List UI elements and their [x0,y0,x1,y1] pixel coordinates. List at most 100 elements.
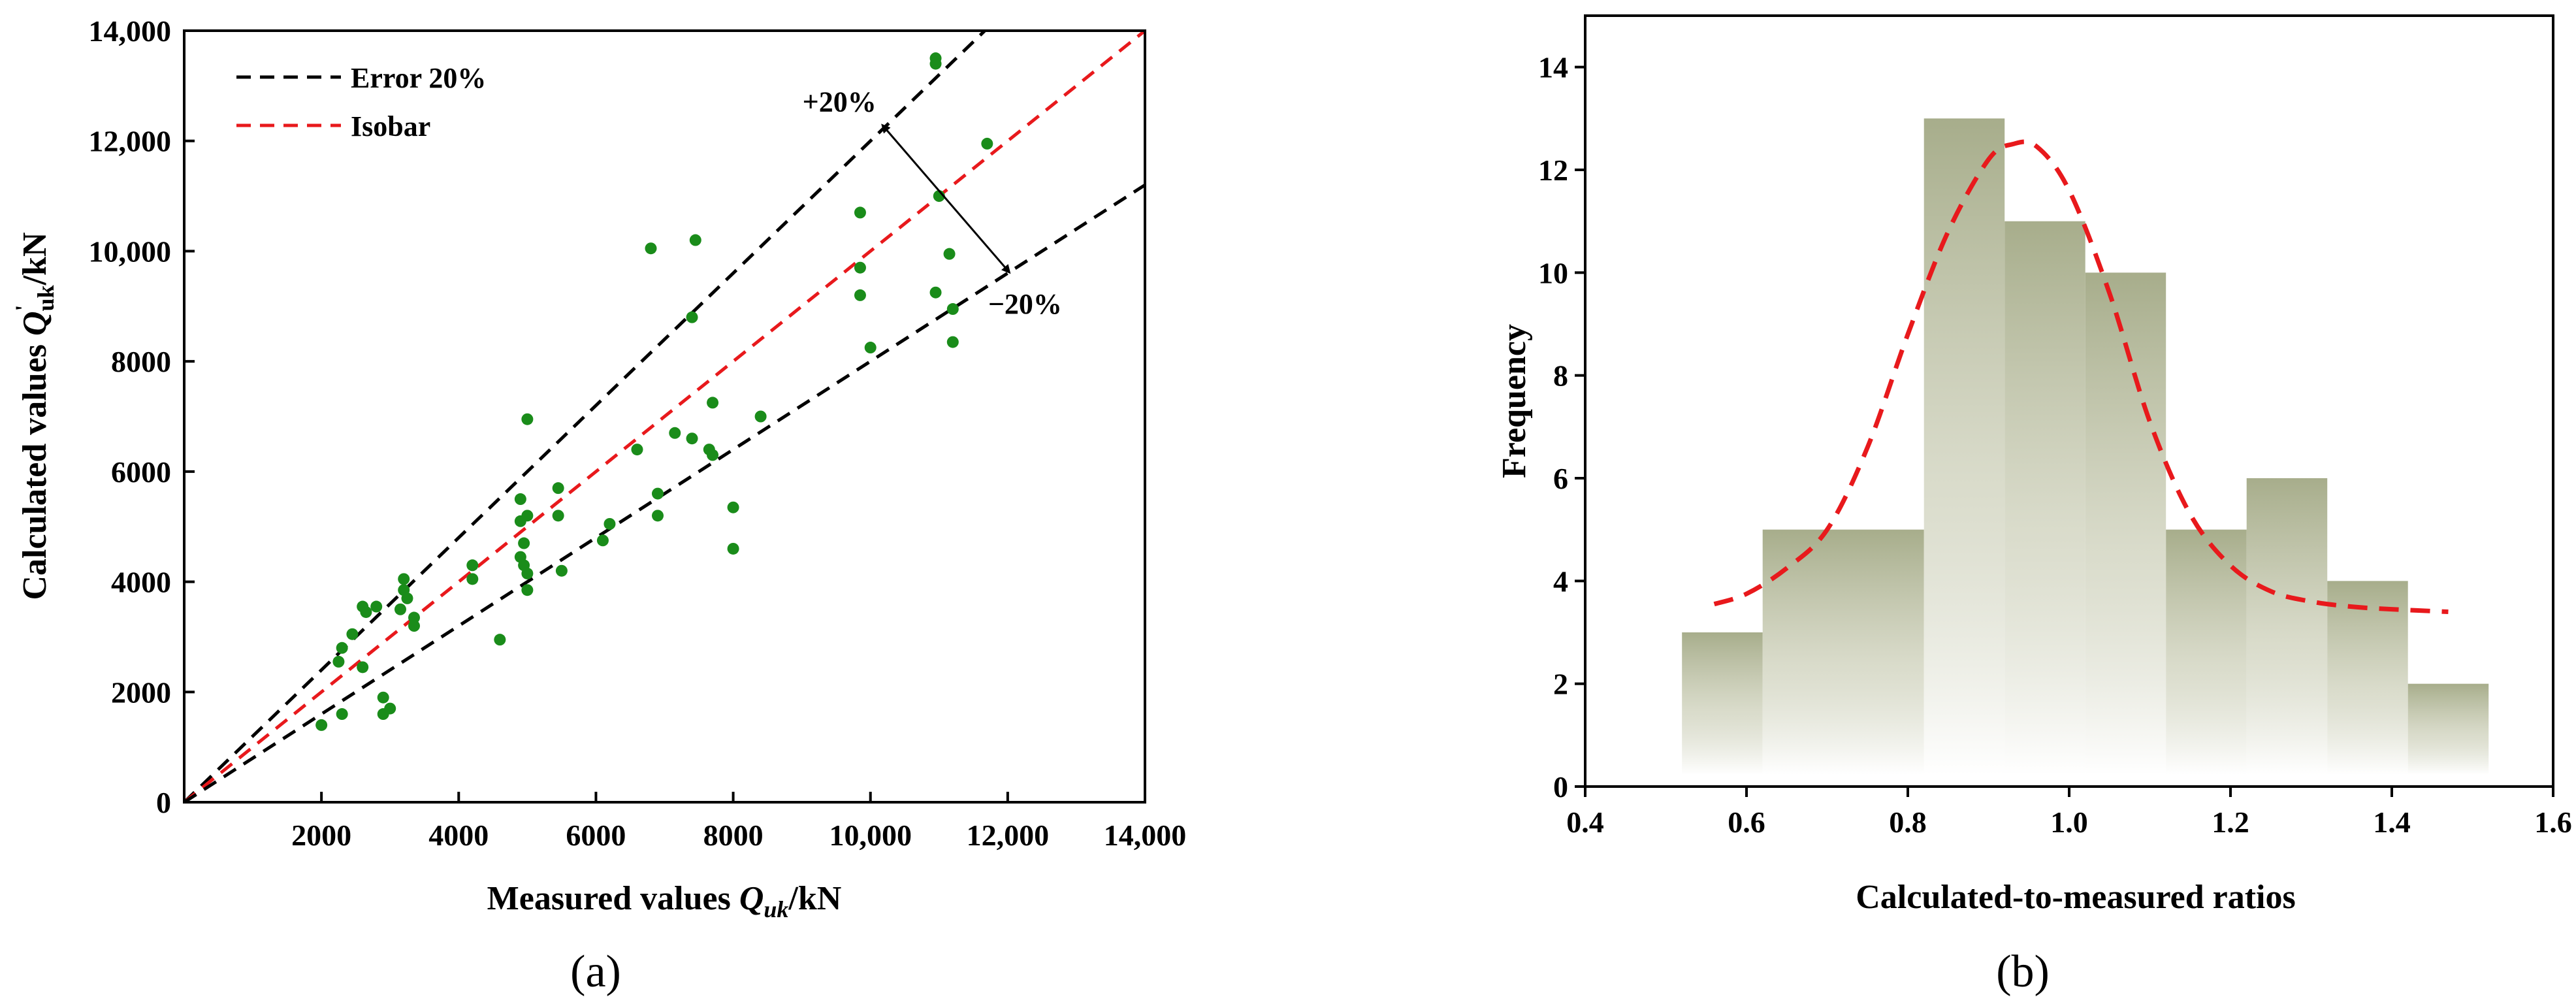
data-point [686,311,698,323]
y-axis-ticks: 0 2000 4000 6000 8000 10,000 12,000 14,000 [89,14,195,819]
legend-label-isobar: Isobar [351,110,430,142]
data-point [651,487,664,500]
line-upper-20 [183,29,986,804]
y-tick-label: 8000 [111,345,171,378]
histogram-bar [1762,529,1924,775]
data-point [555,564,568,577]
data-point [943,248,956,260]
data-point [518,537,530,549]
data-point [707,449,719,461]
data-point [494,634,506,646]
y-tick-label: 12 [1538,154,1568,187]
histogram-bar [2407,683,2489,775]
data-point [521,413,534,425]
annotation-minus-20: −20% [988,288,1062,320]
x-tick-label: 0.4 [1566,805,1604,839]
data-point [854,289,866,301]
y-tick-label: 2000 [111,675,171,709]
y-tick-label: 6000 [111,455,171,489]
line-lower-20 [183,184,1146,804]
panel-label-b: (b) [1996,947,2050,997]
data-point [521,584,534,596]
y-axis-title: Calculated values Q'uk/kN [10,233,59,600]
x-tick-label: 1.2 [2212,805,2249,839]
data-points [315,52,993,731]
histogram-bar [2327,581,2408,775]
data-point [669,427,681,439]
data-point [346,628,359,640]
histogram-bar [2085,272,2166,775]
data-point [398,573,410,585]
y-tick-label: 4 [1553,564,1568,598]
data-point [336,708,348,721]
data-point [754,410,767,423]
data-point [727,501,739,513]
scatter-chart: 2000 4000 6000 8000 10,000 12,000 14,000 0 2000… [10,14,1186,997]
histogram-chart: 0.4 0.6 0.8 1.0 1.2 1.4 1.6 0 2 4 6 8 10 12 14 Calcul… [1496,14,2572,997]
x-tick-label: 0.8 [1889,805,1927,839]
data-point [651,510,664,522]
y-tick-label: 4000 [111,566,171,599]
histogram-bar [1682,632,1763,775]
reference-lines [183,29,1146,804]
data-point [929,286,942,299]
data-point [854,206,866,219]
x-tick-label: 1.4 [2373,805,2411,839]
plot-frame [183,29,1146,804]
data-point [408,620,420,632]
x-axis-ticks: 2000 4000 6000 8000 10,000 12,000 14,000 [291,792,1186,852]
data-point [707,397,719,409]
y-tick-label: 0 [156,786,171,819]
data-point [394,603,406,615]
data-point [689,234,701,246]
data-point [727,542,739,555]
data-point [466,559,479,572]
x-tick-label: 10,000 [829,819,912,852]
x-tick-label: 1.0 [2050,805,2088,839]
data-point [981,137,993,150]
data-point [864,342,877,354]
data-point [360,606,372,618]
data-point [596,534,609,547]
data-point [377,691,389,704]
y-tick-label: 0 [1553,770,1568,804]
y-tick-label: 12,000 [89,125,172,158]
x-tick-label: 6000 [566,819,626,852]
data-point [521,567,534,579]
x-tick-label: 4000 [428,819,489,852]
y-tick-label: 2 [1553,668,1568,701]
data-point [357,661,369,674]
x-tick-label: 1.6 [2534,805,2572,839]
data-point [332,655,345,668]
data-point [604,517,616,530]
data-point [645,242,657,255]
data-point [929,57,942,70]
histogram-bars [1682,118,2489,775]
data-point [854,261,866,274]
data-point [521,510,534,522]
histogram-bar [2246,478,2328,775]
annotation-plus-20: +20% [803,86,877,118]
data-point [466,573,479,585]
x-tick-label: 2000 [291,819,351,852]
y-tick-label: 6 [1553,462,1568,495]
double-arrow [881,123,1011,274]
x-axis-title: Calculated-to-measured ratios [1856,879,2296,916]
data-point [315,719,328,731]
y-tick-label: 10 [1538,256,1568,289]
legend-label-error: Error 20% [351,62,486,94]
data-point [631,444,643,456]
x-axis-title: Measured values Quk/kN [487,880,842,922]
y-axis-ticks: 0 2 4 6 8 10 12 14 [1538,51,1585,804]
y-tick-label: 14 [1538,51,1568,84]
line-isobar [183,29,1146,804]
y-tick-label: 14,000 [89,14,172,48]
data-point [514,493,526,506]
data-point [946,336,959,348]
data-point [552,510,564,522]
histogram-bar [1924,118,2005,775]
histogram-bar [2004,221,2085,775]
data-point [401,592,413,604]
legend: Error 20% Isobar [236,62,486,142]
